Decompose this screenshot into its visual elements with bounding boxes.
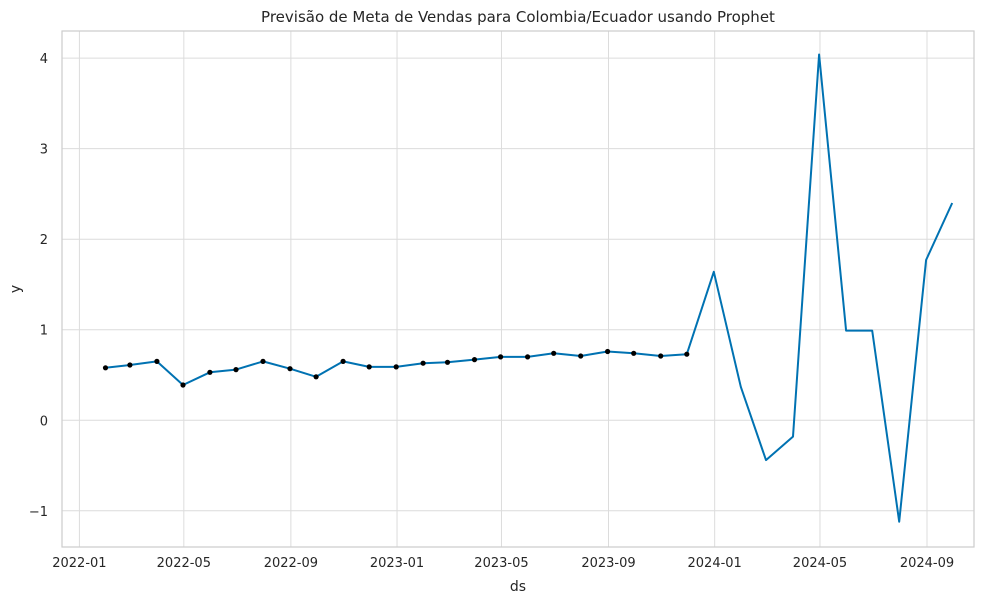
x-tick-label: 2023-05 [474, 556, 528, 571]
x-axis-ticks: 2022-01 2022-05 2022-09 2023-01 2023-05 2023-… [52, 556, 954, 571]
observed-point [578, 353, 584, 359]
y-axis-label: y [8, 285, 24, 293]
observed-point [684, 351, 690, 357]
x-tick-label: 2022-09 [264, 556, 318, 571]
observed-point [287, 366, 293, 372]
observed-point [498, 354, 504, 360]
y-tick-label: 4 [40, 52, 48, 67]
x-tick-label: 2024-01 [688, 556, 742, 571]
observed-point [444, 359, 451, 365]
observed-point [313, 374, 319, 380]
x-tick-label: 2024-05 [793, 556, 847, 571]
observed-points-layer [102, 348, 690, 388]
grid-lines [62, 31, 974, 547]
observed-point [420, 360, 426, 366]
observed-point [631, 350, 637, 356]
observed-point [207, 369, 213, 375]
observed-point [658, 353, 664, 359]
chart-title: Previsão de Meta de Vendas para Colombia… [261, 8, 775, 26]
x-axis-label: ds [510, 579, 526, 595]
x-tick-label: 2024-09 [900, 556, 954, 571]
x-tick-label: 2023-01 [370, 556, 424, 571]
observed-point [233, 367, 239, 373]
y-tick-label: −1 [29, 505, 48, 520]
x-tick-label: 2023-09 [581, 556, 635, 571]
observed-point [551, 350, 557, 356]
observed-point [393, 364, 399, 370]
plot-frame [61, 30, 975, 548]
observed-point [340, 358, 346, 364]
observed-point [366, 364, 372, 370]
observed-point [102, 365, 109, 371]
y-tick-label: 1 [40, 324, 48, 339]
observed-point [154, 358, 160, 364]
y-tick-label: 2 [40, 233, 48, 248]
observed-point [525, 354, 531, 360]
observed-point [127, 362, 133, 368]
y-tick-label: 3 [40, 143, 48, 158]
observed-point [605, 348, 611, 355]
x-tick-label: 2022-05 [157, 556, 211, 571]
forecast-series-line [105, 53, 954, 523]
series-layer [105, 53, 954, 523]
x-tick-label: 2022-01 [52, 556, 106, 571]
observed-point [180, 382, 186, 388]
observed-point [260, 358, 266, 364]
y-tick-label: 0 [40, 414, 48, 429]
y-axis-ticks: −1 0 1 2 3 4 [29, 52, 48, 520]
observed-point [471, 357, 478, 363]
